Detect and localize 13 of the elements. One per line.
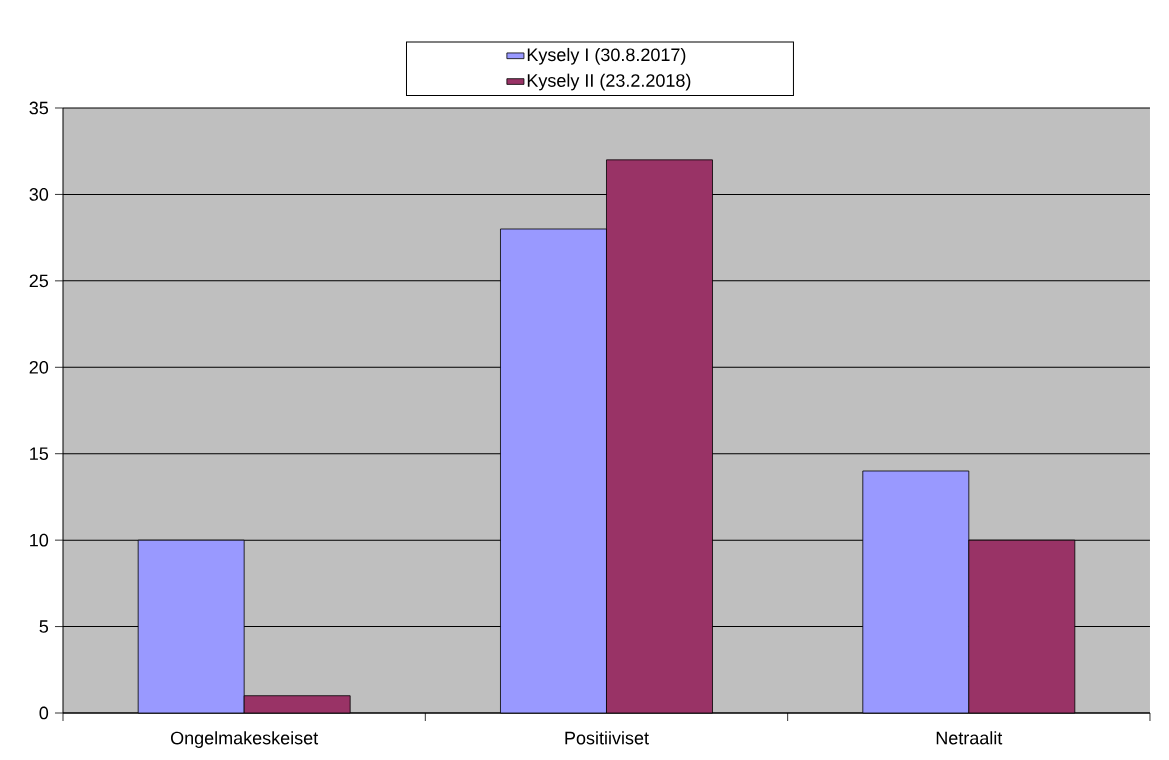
y-tick-label: 5 — [39, 620, 49, 633]
y-tick-label: 30 — [29, 188, 49, 201]
y-tick-label: 25 — [29, 274, 49, 288]
x-tick-label: Netraalit — [936, 731, 1003, 745]
y-tick-label: 10 — [30, 533, 49, 547]
x-tick-label: Ongelmakeskeiset — [170, 731, 319, 748]
legend-label: Kysely II (23.2.2018) — [527, 73, 691, 91]
y-tick-label: 15 — [30, 447, 49, 460]
y-tick-label: 35 — [29, 101, 49, 115]
legend-label: Kysely I (30.8.2017) — [527, 47, 686, 65]
y-tick-label: 0 — [39, 706, 49, 720]
y-tick-label: 20 — [29, 360, 49, 374]
x-tick-label: Positiiviset — [565, 731, 649, 745]
